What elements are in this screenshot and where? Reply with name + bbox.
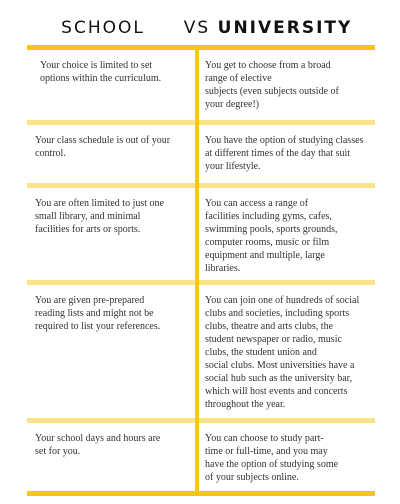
school-text: reading lists and might not be: [35, 308, 154, 319]
university-text: student newspaper or radio, music: [205, 334, 342, 345]
university-text: You have the option of studying classes: [205, 135, 364, 146]
university-text: computer rooms, music or film: [205, 237, 329, 248]
university-text: You can join one of hundreds of social: [205, 295, 359, 306]
school-text: You are given pre-prepared: [35, 295, 144, 306]
university-text: subjects (even subjects outside of: [205, 86, 340, 97]
university-text: You can access a range of: [205, 198, 309, 209]
row-separator: [27, 120, 375, 125]
university-text: libraries.: [205, 263, 240, 274]
school-text: control.: [35, 148, 66, 159]
university-text: have the option of studying some: [205, 459, 339, 470]
university-text: You can choose to study part-: [205, 433, 324, 444]
university-text: swimming pools, sports grounds,: [205, 224, 338, 235]
school-text: Your class schedule is out of your: [35, 135, 171, 146]
top-bar: [27, 45, 375, 50]
school-text: set for you.: [35, 446, 80, 457]
university-text: clubs, the student union and: [205, 347, 317, 358]
university-text: equipment and multiple, large: [205, 250, 325, 261]
header-vs: VS: [184, 18, 210, 38]
university-text: You get to choose from a broad: [205, 60, 331, 71]
row-separator: [27, 280, 375, 285]
university-text: at different times of the day that suit: [205, 148, 350, 159]
header-school: SCHOOL: [61, 18, 145, 38]
row-separator: [27, 183, 375, 188]
divider: [195, 45, 199, 496]
school-text: options within the curriculum.: [40, 73, 161, 84]
header-university: UNIVERSITY: [218, 18, 353, 38]
university-text: which will host events and concerts: [205, 386, 348, 397]
university-text: throughout the year.: [205, 399, 285, 410]
university-text: clubs, theatre and arts clubs, the: [205, 321, 334, 332]
row-separator: [27, 418, 375, 423]
university-text: range of elective: [205, 73, 272, 84]
university-text: facilities including gyms, cafes,: [205, 211, 332, 222]
school-text: Your school days and hours are: [35, 433, 161, 444]
school-text: Your choice is limited to set: [40, 60, 152, 71]
bottom-bar: [27, 491, 375, 496]
school-text: required to list your references.: [35, 321, 160, 332]
university-text: social clubs. Most universities have a: [205, 360, 355, 371]
school-text: small library, and minimal: [35, 211, 141, 222]
school-text: facilities for arts or sports.: [35, 224, 140, 235]
university-text: your degree!): [205, 99, 259, 110]
school-text: You are often limited to just one: [35, 198, 165, 209]
university-text: social hub such as the university bar,: [205, 373, 352, 384]
university-text: of your subjects online.: [205, 472, 299, 483]
university-text: clubs and societies, including sports: [205, 308, 349, 319]
university-text: time or full-time, and you may: [205, 446, 328, 457]
university-text: your lifestyle.: [205, 161, 261, 172]
